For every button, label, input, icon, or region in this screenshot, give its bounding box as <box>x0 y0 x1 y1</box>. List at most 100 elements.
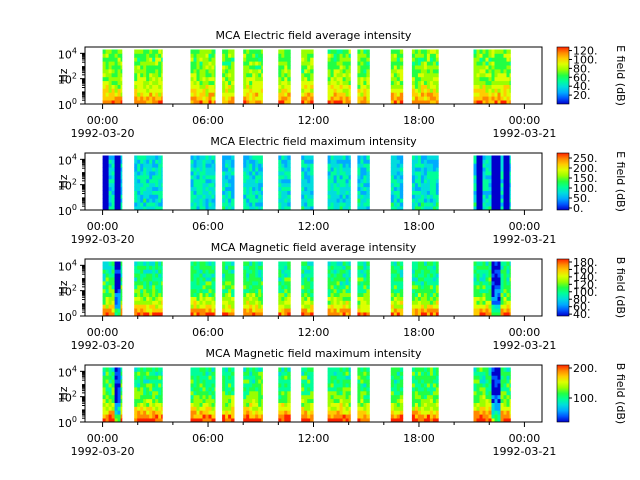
spectrogram-cell <box>258 292 262 297</box>
spectrogram-cell <box>491 178 495 184</box>
spectrogram-cell <box>423 76 428 82</box>
spectrogram-cell <box>366 367 370 372</box>
spectrogram-cell <box>301 72 305 78</box>
spectrogram-cell <box>199 387 203 392</box>
spectrogram-cell <box>366 167 370 172</box>
spectrogram-cell <box>342 175 346 180</box>
spectrogram-cell <box>420 402 425 407</box>
spectrogram-cell <box>120 269 123 274</box>
spectrogram-cell <box>287 61 291 66</box>
spectrogram-cell <box>190 175 194 180</box>
spectrogram-cell <box>339 300 343 305</box>
x-tick-label: 06:00 <box>192 432 224 445</box>
spectrogram-cell <box>432 186 437 191</box>
spectrogram-cell <box>117 84 121 89</box>
spectrogram-cell <box>261 367 263 372</box>
spectrogram-cell <box>479 406 483 411</box>
spectrogram-cell <box>155 198 159 203</box>
spectrogram-cell <box>231 269 235 274</box>
spectrogram-cell <box>506 300 510 305</box>
spectrogram-cell <box>258 371 262 376</box>
spectrogram-cell <box>134 65 138 70</box>
data-segment <box>473 261 511 317</box>
spectrogram-cell <box>342 88 346 93</box>
spectrogram-cell <box>111 49 115 54</box>
spectrogram-cell <box>102 288 106 294</box>
spectrogram-cell <box>222 312 226 317</box>
spectrogram-cell <box>252 194 256 199</box>
spectrogram-cell <box>429 61 434 66</box>
spectrogram-cell <box>281 367 285 372</box>
spectrogram-cell <box>205 69 209 74</box>
spectrogram-cell <box>228 80 232 85</box>
spectrogram-cell <box>211 186 215 191</box>
spectrogram-cell <box>222 418 226 423</box>
spectrogram-cell <box>105 371 109 376</box>
spectrogram-cell <box>261 269 263 274</box>
spectrogram-cell <box>500 69 504 74</box>
spectrogram-cell <box>327 76 331 82</box>
spectrogram-cell <box>432 273 437 278</box>
spectrogram-cell <box>258 367 262 372</box>
spectrogram-cell <box>287 312 291 317</box>
spectrogram-cell <box>117 171 121 176</box>
panel-title: MCA Magnetic field maximum intensity <box>206 347 422 360</box>
spectrogram-cell <box>143 84 147 89</box>
spectrogram-cell <box>222 84 226 89</box>
spectrogram-cell <box>143 383 147 388</box>
spectrogram-cell <box>134 171 138 176</box>
spectrogram-cell <box>307 398 311 403</box>
spectrogram-cell <box>208 92 212 97</box>
spectrogram-cell <box>208 304 212 309</box>
spectrogram-cell <box>327 65 331 70</box>
spectrogram-cell <box>137 367 141 372</box>
spectrogram-cell <box>281 277 285 282</box>
spectrogram-cell <box>255 418 259 423</box>
spectrogram-cell <box>281 206 285 211</box>
spectrogram-cell <box>158 167 162 172</box>
spectrogram-cell <box>146 69 150 74</box>
spectrogram-cell <box>143 80 147 85</box>
spectrogram-cell <box>417 57 422 62</box>
spectrogram-cell <box>155 202 159 207</box>
spectrogram-cell <box>278 163 282 168</box>
spectrogram-cell <box>146 269 150 274</box>
spectrogram-cell <box>287 155 291 160</box>
spectrogram-cell <box>287 72 291 78</box>
spectrogram-cell <box>140 273 144 278</box>
spectrogram-cell <box>363 80 367 85</box>
spectrogram-cell <box>500 414 504 419</box>
spectrogram-cell <box>108 390 112 396</box>
spectrogram-cell <box>102 284 106 290</box>
spectrogram-cell <box>390 261 395 266</box>
spectrogram-cell <box>284 288 288 294</box>
spectrogram-cell <box>345 300 349 305</box>
spectrogram-cell <box>509 88 511 93</box>
spectrogram-cell <box>193 167 197 172</box>
spectrogram-cell <box>249 292 253 297</box>
spectrogram-cell <box>134 277 138 282</box>
spectrogram-cell <box>333 178 337 184</box>
spectrogram-cell <box>488 367 492 372</box>
spectrogram-cell <box>500 292 504 297</box>
spectrogram-cell <box>281 100 285 105</box>
spectrogram-cell <box>114 273 118 278</box>
spectrogram-cell <box>485 371 489 376</box>
spectrogram-cell <box>423 398 428 403</box>
spectrogram-cell <box>249 414 253 419</box>
spectrogram-cell <box>360 53 364 58</box>
spectrogram-cell <box>155 304 159 309</box>
spectrogram-cell <box>134 284 138 290</box>
spectrogram-cell <box>231 80 235 85</box>
spectrogram-cell <box>479 375 483 380</box>
spectrogram-cell <box>252 312 256 317</box>
spectrogram-cell <box>414 367 419 372</box>
spectrogram-cell <box>479 265 483 270</box>
spectrogram-cell <box>287 394 291 400</box>
spectrogram-cell <box>310 281 314 286</box>
spectrogram-cell <box>330 167 334 172</box>
spectrogram-cell <box>146 390 150 396</box>
spectrogram-cell <box>426 88 431 93</box>
spectrogram-cell <box>143 367 147 372</box>
spectrogram-cell <box>208 167 212 172</box>
